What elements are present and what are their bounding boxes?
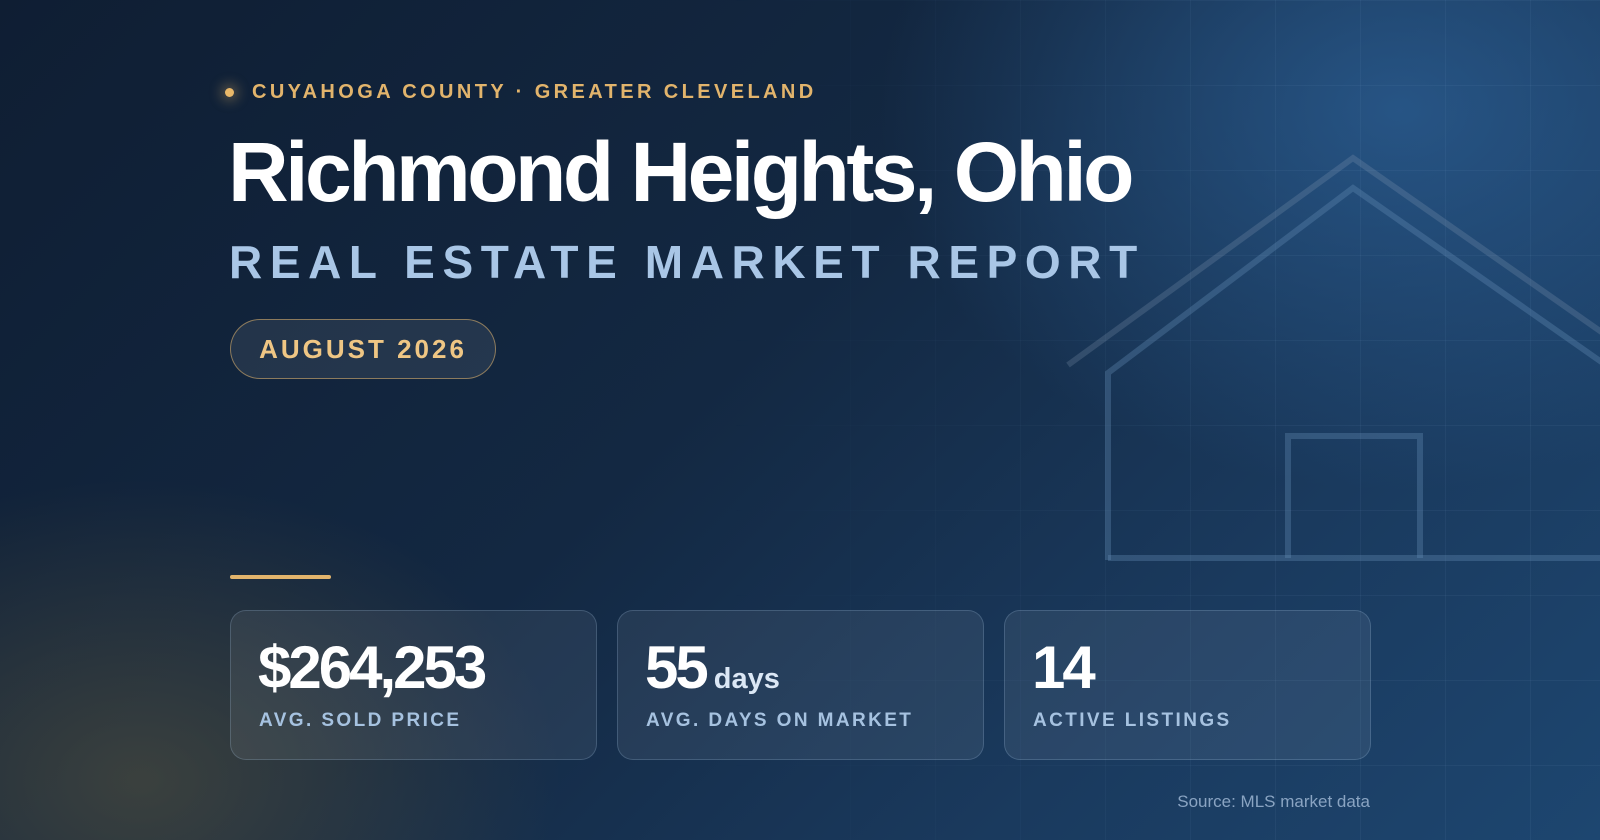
stat-card: 14 ACTIVE LISTINGS xyxy=(1004,610,1371,760)
house-outline xyxy=(1105,184,1600,560)
roof-outer xyxy=(1066,154,1600,368)
stat-value: 55 xyxy=(645,634,709,701)
title: Richmond Heights, Ohio xyxy=(228,125,1135,219)
stat-label: AVG. DAYS ON MARKET xyxy=(646,710,914,731)
stat-value: $264,253 xyxy=(258,634,487,701)
eyebrow-text: CUYAHOGA COUNTY · GREATER CLEVELAND xyxy=(252,81,817,103)
stat-value-row: 14 xyxy=(1032,633,1096,703)
subtitle: REAL ESTATE MARKET REPORT xyxy=(229,236,1145,288)
stat-label: ACTIVE LISTINGS xyxy=(1033,710,1232,731)
eyebrow-dot xyxy=(225,88,234,97)
date-badge: AUGUST 2026 xyxy=(230,319,496,379)
house-door xyxy=(1285,433,1423,558)
eyebrow: CUYAHOGA COUNTY · GREATER CLEVELAND xyxy=(225,81,817,104)
accent-rule xyxy=(230,575,331,579)
house-illustration xyxy=(1066,154,1600,561)
stat-value: 14 xyxy=(1032,634,1096,701)
stat-unit: days xyxy=(713,663,780,695)
source: Source: MLS market data xyxy=(1177,792,1370,811)
stat-value-row: $264,253 xyxy=(258,633,487,703)
stat-card: $264,253 AVG. SOLD PRICE xyxy=(230,610,597,760)
stat-value-row: 55 days xyxy=(645,633,780,714)
stat-label: AVG. SOLD PRICE xyxy=(259,710,462,731)
stat-card: 55 days AVG. DAYS ON MARKET xyxy=(617,610,984,760)
